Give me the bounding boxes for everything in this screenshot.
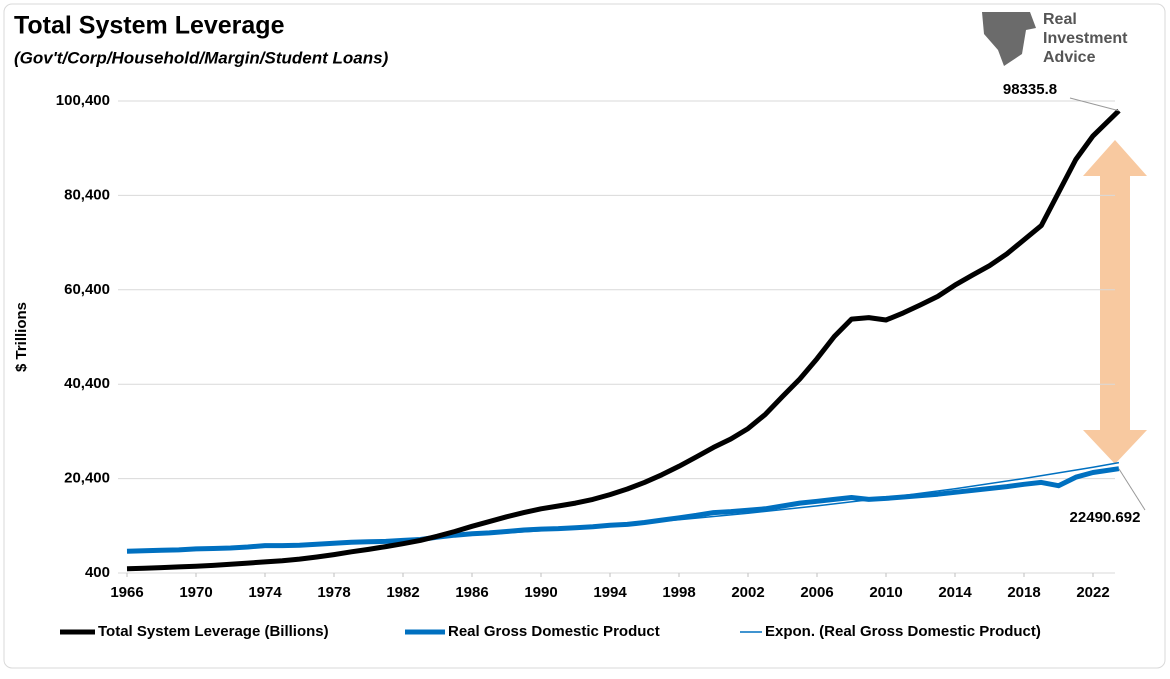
logo-text: Advice	[1043, 49, 1096, 66]
chart-border	[3, 3, 1166, 669]
x-tick-label: 1982	[386, 584, 419, 601]
y-axis-label: $ Trillions	[13, 302, 30, 372]
y-tick-label: 20,400	[64, 470, 110, 487]
x-tick-label: 2002	[731, 584, 764, 601]
data-label: 98335.8	[1003, 81, 1057, 98]
x-tick-label: 1998	[662, 584, 695, 601]
x-tick-label: 2006	[800, 584, 833, 601]
legend-label: Expon. (Real Gross Domestic Product)	[765, 623, 1041, 640]
series-line	[126, 108, 1121, 572]
leader-line	[1069, 97, 1120, 112]
y-tick-label: 80,400	[64, 186, 110, 203]
x-tick-label: 2018	[1007, 584, 1040, 601]
y-tick-label: 100,400	[56, 92, 110, 109]
x-tick-label: 1974	[248, 584, 282, 601]
logo-text: Investment	[1043, 30, 1128, 47]
chart-title: Total System Leverage	[14, 12, 285, 40]
legend-label: Total System Leverage (Billions)	[98, 623, 329, 640]
x-tick-label: 1990	[524, 584, 557, 601]
series-line	[126, 466, 1120, 554]
x-tick-label: 1986	[455, 584, 488, 601]
y-tick-label: 60,400	[64, 281, 110, 298]
y-tick-label: 400	[85, 564, 110, 581]
leader-line	[1118, 468, 1146, 511]
gap-arrow	[1083, 140, 1147, 464]
x-tick-label: 1966	[110, 584, 143, 601]
logo: Real Investment Advice	[982, 11, 1128, 66]
x-tick-label: 2022	[1076, 584, 1109, 601]
x-tick-label: 1994	[593, 584, 627, 601]
data-label: 22490.692	[1070, 509, 1141, 526]
legend-label: Real Gross Domestic Product	[448, 623, 660, 640]
y-tick-label: 40,400	[64, 375, 110, 392]
logo-text: Real	[1043, 11, 1077, 28]
x-tick-label: 2014	[938, 584, 972, 601]
chart-subtitle: (Gov't/Corp/Household/Margin/Student Loa…	[14, 48, 389, 67]
x-tick-label: 1978	[317, 584, 350, 601]
x-tick-label: 1970	[179, 584, 212, 601]
logo-icon	[982, 12, 1036, 66]
x-tick-label: 2010	[869, 584, 902, 601]
